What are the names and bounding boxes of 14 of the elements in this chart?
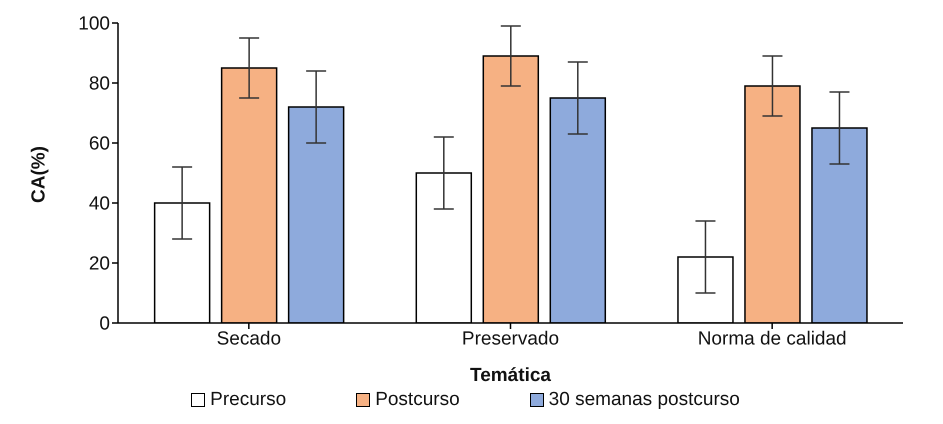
legend-label: Precurso [210,389,286,411]
x-tick-label: Preservado [462,328,560,350]
legend-label: 30 semanas postcurso [548,389,740,411]
x-axis-title: Temática [470,365,552,386]
y-tick-label: 20 [88,254,110,275]
y-tick-label: 60 [88,134,110,155]
legend-label: Postcurso [375,389,460,411]
x-tick-label: Secado [216,328,282,350]
x-tick-label: Norma de calidad [698,328,847,350]
y-tick-label: 40 [88,194,110,215]
y-axis-title: CA(%) [28,146,50,203]
y-tick-label: 0 [99,314,110,335]
y-tick-label: 80 [88,74,110,95]
y-tick-label: 100 [78,14,110,35]
